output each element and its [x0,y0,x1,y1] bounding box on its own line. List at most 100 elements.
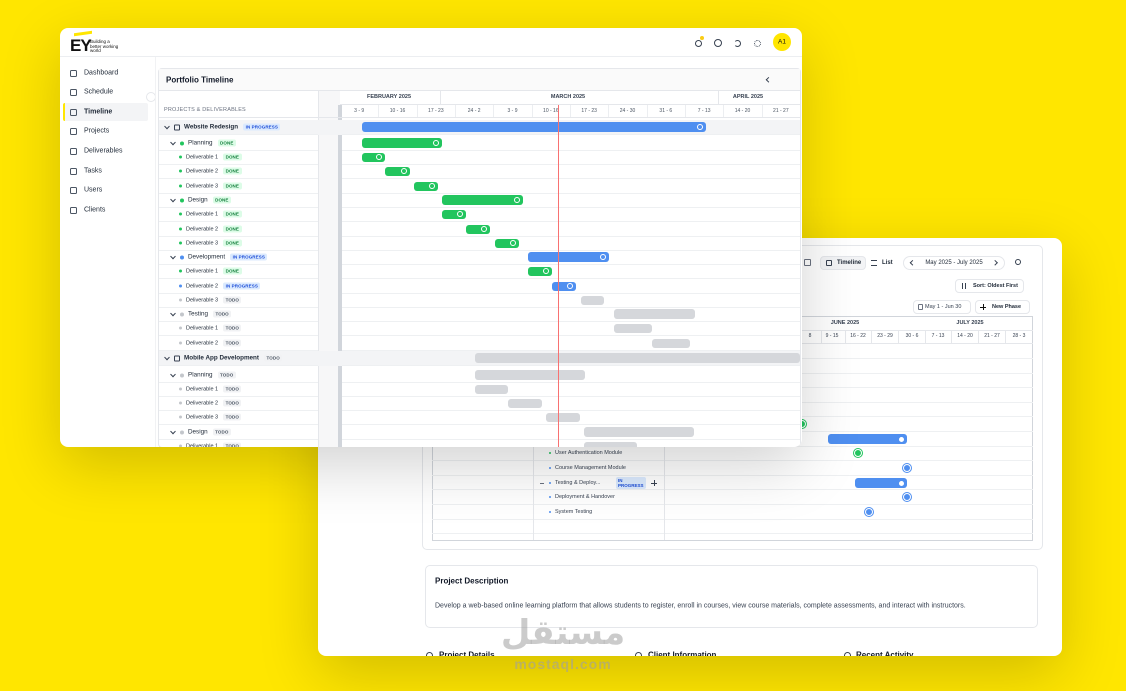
week-label: 3 - 9 [507,107,518,114]
row-line [159,221,318,222]
phase-name: Planning [188,371,213,379]
sort-button[interactable] [955,279,1024,293]
month-label: APRIL 2025 [732,94,764,100]
row-label: Deployment & Handover [555,494,615,500]
week-separator [925,330,926,344]
status-dot [180,198,184,202]
deliv-name: Deliverable 1 [186,211,219,217]
tree-row[interactable]: Deliverable 2 DONE [179,225,242,233]
status-dot [180,430,184,434]
tree-row[interactable]: Deliverable 1 DONE [179,210,242,218]
collapse-icon [540,483,544,484]
new-phase-button[interactable] [975,300,1030,314]
view-label[interactable]: List [882,260,893,266]
bar-handle [375,153,383,161]
tree-row[interactable]: Deliverable 3 TODO [179,413,242,421]
bar-handle [509,239,517,247]
week-separator [978,330,979,344]
deliv-name: Deliverable 1 [186,154,219,160]
month-divider [340,104,800,105]
plus-icon [982,304,984,310]
bar-handle [897,435,905,443]
nav-item[interactable]: Projects [84,127,110,135]
week-separator [378,105,380,117]
week-label: 24 - 2 [467,107,481,114]
nav-item[interactable]: Deliverables [84,147,123,155]
row-line [159,335,318,336]
nav-item[interactable]: Schedule [84,88,114,96]
nav-item[interactable]: Tasks [84,167,102,175]
week-label: 16 - 22 [850,333,866,339]
column-divider [318,91,319,447]
milestone [903,493,911,501]
tree-row[interactable]: Deliverable 1 TODO [179,442,242,447]
bar-handle [513,196,521,204]
week-separator [685,105,686,117]
tree-row[interactable]: Testing TODO [170,310,232,318]
tree-row[interactable]: Website Redesign IN PROGRESS [164,123,281,131]
deliv-name: Deliverable 2 [186,340,219,346]
status-badge: IN PROGRESS [230,253,268,261]
plus-icon[interactable] [653,480,655,486]
month-label: JULY 2025 [956,320,984,326]
nav-item[interactable]: Users [84,186,103,194]
tree-row[interactable]: Deliverable 1 DONE [179,267,242,275]
tree-row[interactable]: Deliverable 3 DONE [179,182,242,190]
deliv-name: Deliverable 2 [186,400,219,406]
status-badge: TODO [212,428,231,436]
gantt-bar [614,323,652,333]
tree-row[interactable]: Deliverable 2 TODO [179,399,242,407]
nav-item[interactable]: Clients [84,206,106,214]
tree-row[interactable]: Deliverable 3 TODO [179,296,242,304]
tree-row[interactable]: Deliverable 1 TODO [179,324,242,332]
status-dot [179,341,182,345]
row-line [342,382,800,383]
row-line [342,439,800,440]
tree-row[interactable]: Deliverable 2 IN PROGRESS [179,282,261,290]
sort-label: Sort: Oldest First [973,283,1018,289]
row-line [159,207,318,208]
tree-row[interactable]: Development IN PROGRESS [170,253,268,261]
row-line [159,365,318,366]
tree-row[interactable]: Design TODO [170,428,231,436]
row-line [342,350,800,351]
nav-item[interactable]: Dashboard [84,69,119,77]
section-icon [634,651,642,656]
tree-row[interactable]: Planning TODO [170,371,236,379]
panel-title: Portfolio Timeline [166,75,234,85]
row-line [432,504,1033,505]
status-dot [179,155,182,159]
week-label: 24 - 30 [619,107,636,114]
row-line [159,439,318,440]
week-label: 31 - 6 [659,107,673,114]
tree-row[interactable]: Deliverable 1 TODO [179,385,242,393]
week-label: 8 [808,333,812,339]
panel-header [159,69,800,91]
week-separator [646,105,648,117]
month-separator [718,91,719,104]
tree-row[interactable]: Deliverable 2 TODO [179,339,242,347]
project-name: Mobile App Development [184,354,259,362]
date-nav[interactable] [903,256,1005,270]
view-label[interactable]: Timeline [837,260,862,266]
tree-row[interactable]: Planning DONE [170,139,236,147]
status-badge: IN PROGRESS [223,282,261,290]
notification-dot [700,36,704,40]
tree-row[interactable]: Mobile App Development TODO [164,354,283,362]
tree-row[interactable]: Deliverable 1 DONE [179,153,242,161]
status-dot [179,415,182,419]
row-label: System Testing [555,509,593,515]
gantt-bar [584,427,694,437]
timeline-button[interactable] [820,256,866,270]
week-label: 17 - 23 [428,107,444,114]
week-separator [570,105,571,117]
nav-item[interactable]: Timeline [84,108,113,116]
tree-row[interactable]: Deliverable 3 DONE [179,239,242,247]
week-label: 17 - 23 [581,107,597,114]
row-line [159,307,318,308]
bar-handle [566,282,574,290]
tree-row[interactable]: Design DONE [170,196,232,204]
row-line [159,396,318,397]
tree-row[interactable]: Deliverable 2 DONE [179,167,242,175]
gantt-bar [362,152,385,162]
